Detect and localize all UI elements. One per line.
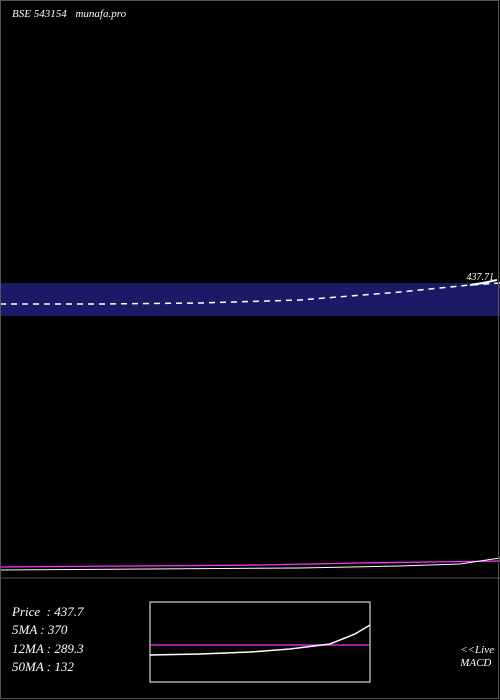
lower-magenta-line xyxy=(0,561,500,567)
stat-value: : 132 xyxy=(47,659,74,674)
chart-canvas xyxy=(0,0,500,700)
macd-label: <<Live MACD xyxy=(460,644,494,670)
stat-value: : 437.7 xyxy=(47,604,84,619)
lower-white-line xyxy=(0,558,500,570)
stat-label: Price xyxy=(12,604,40,619)
stat-row: 50MA : 132 xyxy=(12,658,84,676)
macd-line2: MACD xyxy=(460,657,494,670)
price-band xyxy=(0,283,500,316)
stat-label: 5MA xyxy=(12,622,37,637)
stat-row: Price : 437.7 xyxy=(12,603,84,621)
mini-white-line xyxy=(150,625,370,655)
macd-line1: <<Live xyxy=(460,644,494,657)
price-value-label: 437.71 xyxy=(467,272,495,283)
stats-block: Price : 437.7 5MA : 370 12MA : 289.3 50M… xyxy=(12,603,84,676)
stat-row: 5MA : 370 xyxy=(12,621,84,639)
stat-value: : 370 xyxy=(40,622,67,637)
stat-label: 12MA xyxy=(12,641,44,656)
stat-row: 12MA : 289.3 xyxy=(12,640,84,658)
stat-value: : 289.3 xyxy=(47,641,84,656)
stat-label: 50MA xyxy=(12,659,44,674)
